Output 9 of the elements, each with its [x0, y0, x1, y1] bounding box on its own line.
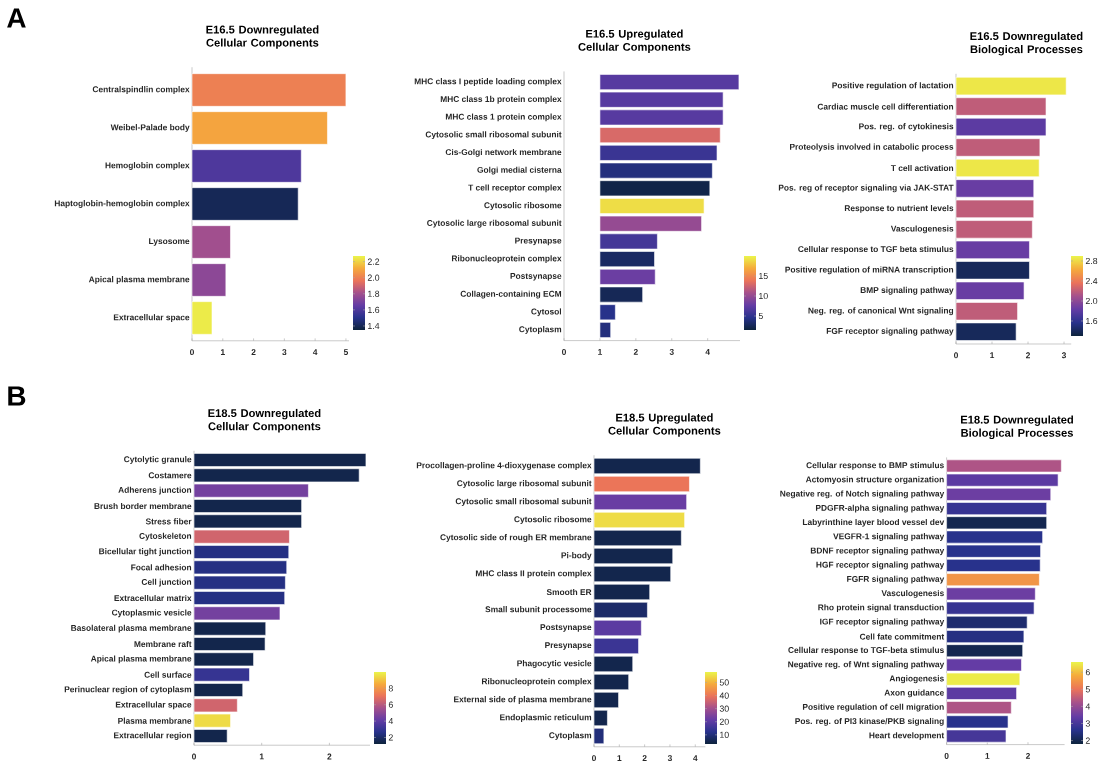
bar: [191, 225, 231, 259]
bar: [191, 187, 299, 221]
bar: [191, 263, 227, 297]
bar: [191, 149, 302, 183]
text: A: [7, 8, 26, 28]
bar: [191, 301, 213, 335]
bar: [191, 111, 328, 145]
bar: [191, 73, 347, 107]
text: B: [8, 386, 26, 406]
